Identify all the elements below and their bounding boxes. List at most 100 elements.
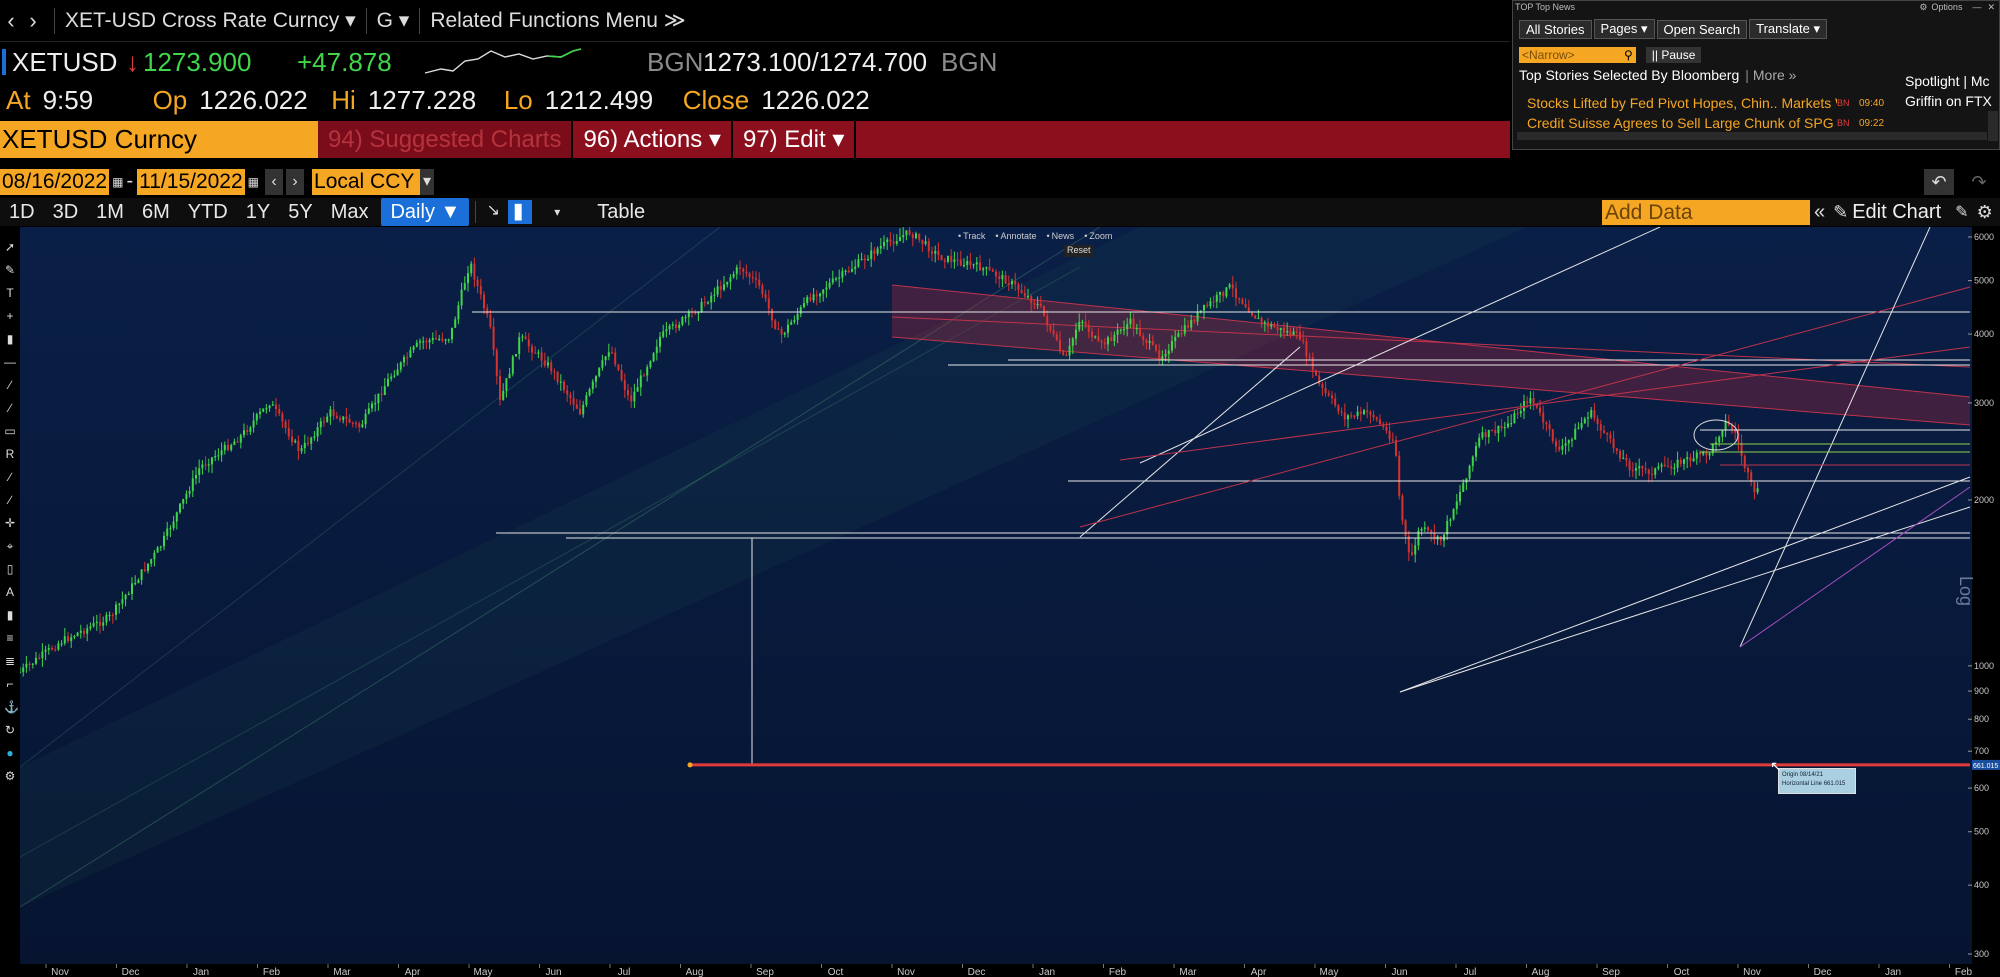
edit-icon[interactable]: ✎ bbox=[1955, 204, 1969, 221]
minimize-icon[interactable]: — bbox=[1972, 2, 1982, 12]
chevron-down-icon[interactable]: ▾ bbox=[420, 168, 435, 195]
edit-button[interactable]: 97) Edit ▾ bbox=[733, 121, 857, 158]
undo-icon[interactable]: ↶ bbox=[1924, 168, 1954, 195]
annotate-button[interactable]: Annotate bbox=[1000, 231, 1037, 241]
news-story[interactable]: Credit Suisse Agrees to Sell Large Chunk… bbox=[1527, 113, 1901, 133]
news-story[interactable]: Stocks Lifted by Fed Pivot Hopes, Chin..… bbox=[1527, 93, 1901, 113]
log-scale-label[interactable]: Log bbox=[1956, 576, 1976, 607]
magnet-tool-icon[interactable]: ⌖ bbox=[6, 539, 14, 553]
refresh-tool-icon[interactable]: ↻ bbox=[4, 723, 16, 737]
close-icon[interactable]: ✕ bbox=[1987, 1, 1995, 12]
zoom-button[interactable]: Zoom bbox=[1089, 231, 1113, 241]
trend-line[interactable] bbox=[1399, 476, 1971, 693]
start-date-input[interactable]: 08/16/2022 bbox=[0, 168, 110, 195]
news-scrollbar[interactable] bbox=[1517, 132, 1987, 140]
gear-icon[interactable]: ⚙ bbox=[1919, 1, 1928, 12]
all-stories-button[interactable]: All Stories bbox=[1519, 19, 1592, 39]
period-5y[interactable]: 5Y bbox=[288, 201, 313, 223]
trash-tool-icon[interactable]: ▯ bbox=[6, 562, 14, 576]
end-date-input[interactable]: 11/15/2022 bbox=[137, 168, 245, 195]
brush-2-tool-icon[interactable]: ∕ bbox=[8, 493, 11, 507]
pencil-tool-icon[interactable]: ✎ bbox=[4, 263, 16, 277]
pause-button[interactable]: || Pause bbox=[1645, 47, 1702, 63]
crosshair-tool-icon[interactable]: + bbox=[6, 309, 14, 323]
next-period-button[interactable]: › bbox=[286, 168, 305, 195]
settings-tool-icon[interactable]: ⚙ bbox=[4, 769, 16, 783]
news-button[interactable]: News bbox=[1051, 231, 1075, 241]
text-a-tool-icon[interactable]: A bbox=[5, 585, 14, 599]
anchor-tool-icon[interactable]: ⚓ bbox=[4, 700, 19, 714]
move-tool-icon[interactable]: ✛ bbox=[4, 516, 16, 530]
prev-period-button[interactable]: ‹ bbox=[265, 168, 284, 195]
trend-line[interactable] bbox=[1139, 226, 1661, 464]
redo-icon[interactable]: ↷ bbox=[1971, 171, 1987, 192]
link-tool-icon[interactable]: ⌐ bbox=[6, 677, 14, 691]
actions-button[interactable]: 96) Actions ▾ bbox=[573, 121, 733, 158]
options-button[interactable]: Options bbox=[1931, 2, 1963, 12]
forward-arrow-icon[interactable]: › bbox=[29, 7, 37, 33]
trend-line[interactable] bbox=[1079, 286, 1971, 528]
line-2-tool-icon[interactable]: ∕ bbox=[8, 470, 11, 484]
security-menu[interactable]: XET-USD Cross Rate Curncy ▾ bbox=[65, 9, 356, 32]
calendar-icon[interactable]: ▦ bbox=[247, 174, 260, 189]
table-button[interactable]: Table bbox=[597, 201, 646, 223]
suggested-charts-button[interactable]: 94) Suggested Charts bbox=[318, 121, 574, 158]
layers-tool-icon[interactable]: ≡ bbox=[6, 631, 14, 645]
more-link[interactable]: More » bbox=[1752, 67, 1797, 83]
trend-line[interactable] bbox=[1739, 226, 1931, 648]
trend-line[interactable] bbox=[1399, 506, 1971, 693]
rectangle-tool-icon[interactable]: ▭ bbox=[4, 424, 16, 438]
gear-icon[interactable]: ⚙ bbox=[1976, 201, 1993, 222]
period-3d[interactable]: 3D bbox=[52, 201, 79, 223]
candle-body bbox=[300, 448, 303, 452]
trend-line[interactable] bbox=[1739, 486, 1971, 648]
period-1d[interactable]: 1D bbox=[9, 201, 35, 223]
narrow-input[interactable]: <Narrow> bbox=[1519, 47, 1621, 63]
related-functions-menu[interactable]: Related Functions Menu ≫ bbox=[430, 9, 686, 32]
color-tool-icon[interactable]: ● bbox=[6, 746, 14, 760]
back-arrow-icon[interactable]: ‹ bbox=[7, 7, 15, 33]
candle-body bbox=[1657, 466, 1660, 469]
translate-button[interactable]: Translate ▾ bbox=[1749, 19, 1827, 39]
calendar-icon[interactable]: ▦ bbox=[112, 174, 124, 189]
candle-body bbox=[851, 269, 853, 272]
line-origin-handle[interactable] bbox=[687, 762, 693, 768]
pen-tool-icon[interactable]: ∕ bbox=[8, 401, 11, 415]
chevron-down-icon[interactable]: ▾ bbox=[554, 205, 561, 219]
search-icon[interactable]: ⚲ bbox=[1621, 47, 1636, 63]
reset-button[interactable]: Reset bbox=[1064, 245, 1094, 257]
news-vscrollbar[interactable] bbox=[1988, 111, 1998, 141]
line-tool-icon[interactable]: — bbox=[4, 355, 16, 369]
period-max[interactable]: Max bbox=[330, 201, 369, 223]
trend-line[interactable] bbox=[1119, 346, 1971, 461]
currency-select[interactable]: Local CCY bbox=[312, 168, 421, 195]
list-tool-icon[interactable]: ≣ bbox=[4, 654, 16, 668]
period-1y[interactable]: 1Y bbox=[245, 201, 271, 223]
open-search-button[interactable]: Open Search bbox=[1656, 19, 1748, 39]
track-button[interactable]: Track bbox=[963, 231, 986, 241]
candlestick-icon[interactable]: ▋ bbox=[508, 200, 533, 224]
period-ytd[interactable]: YTD bbox=[187, 201, 228, 223]
period-6m[interactable]: 6M bbox=[141, 201, 170, 223]
pages-button[interactable]: Pages ▾ bbox=[1593, 19, 1655, 39]
pointer-tool-icon[interactable]: ➚ bbox=[4, 240, 16, 254]
r-tool-icon[interactable]: R bbox=[5, 447, 15, 461]
candle-body bbox=[915, 233, 917, 239]
frequency-select[interactable]: Daily ▼ bbox=[381, 198, 470, 226]
highlight-circle[interactable] bbox=[1693, 419, 1739, 451]
text-tool-icon[interactable]: T bbox=[6, 286, 14, 300]
brush-tool-icon[interactable]: ∕ bbox=[8, 378, 11, 392]
trend-line[interactable] bbox=[1079, 346, 1301, 538]
fill-tool-icon[interactable]: ▮ bbox=[6, 608, 14, 622]
spotlight-label[interactable]: Spotlight | Mc bbox=[1905, 73, 1990, 89]
g-menu[interactable]: G ▾ bbox=[376, 9, 410, 32]
line-chart-icon[interactable]: ↘ bbox=[486, 202, 500, 219]
spotlight-story[interactable]: Griffin on FTX bbox=[1905, 93, 1992, 109]
period-1m[interactable]: 1M bbox=[96, 201, 124, 223]
ruler-tool-icon[interactable]: ▮ bbox=[6, 332, 14, 346]
add-data-input[interactable]: Add Data bbox=[1602, 200, 1810, 225]
collapse-icon[interactable]: « bbox=[1814, 200, 1826, 223]
edit-chart-button[interactable]: Edit Chart bbox=[1852, 200, 1942, 223]
